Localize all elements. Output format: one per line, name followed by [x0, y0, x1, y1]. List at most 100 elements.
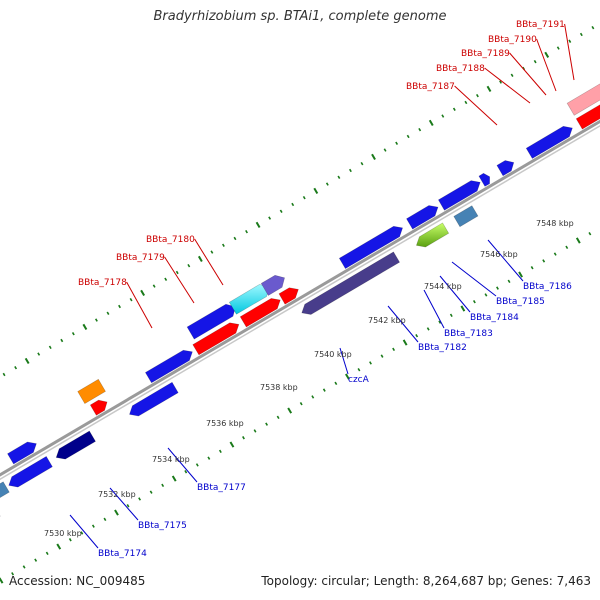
tick-mark-upper [71, 332, 75, 336]
tick-mark-lower [472, 300, 476, 304]
gene-arrow [478, 172, 491, 187]
gene-label-forward: BBta_7179 [116, 253, 165, 263]
tick-mark-lower [565, 245, 569, 250]
tick-mark-upper [140, 289, 146, 296]
tick-mark-lower [438, 320, 442, 324]
tick-mark-upper [210, 250, 214, 254]
tick-mark-upper [221, 243, 225, 247]
tick-mark-upper [348, 168, 352, 173]
tick-mark-lower [114, 509, 119, 516]
scale-label: 7538 kbp [260, 383, 298, 392]
tick-mark-lower [415, 334, 419, 338]
tick-mark-lower [56, 543, 62, 550]
gene-label-forward: BBta_7180 [146, 235, 195, 245]
tick-mark-upper [441, 114, 445, 118]
gene-label-reverse: BBta_7175 [138, 521, 187, 531]
callout-line [439, 275, 471, 313]
callout-line [451, 261, 497, 297]
tick-mark-lower [357, 368, 361, 372]
tick-mark-lower [588, 232, 592, 236]
gene-arrow [453, 205, 479, 228]
tick-mark-upper [187, 263, 191, 268]
tick-mark-lower [311, 395, 315, 399]
tick-mark-lower [530, 266, 534, 270]
tick-mark-lower [242, 436, 245, 440]
tick-mark-lower [334, 381, 338, 386]
callout-line [423, 289, 445, 329]
tick-mark-lower [484, 293, 488, 297]
gene-label-forward: BBta_7187 [406, 82, 455, 92]
tick-mark-lower [322, 388, 326, 392]
callout-line [339, 347, 349, 375]
tick-mark-lower [34, 558, 38, 562]
tick-mark-upper [428, 119, 434, 126]
gene-arrow [186, 303, 236, 340]
tick-mark-upper [291, 202, 295, 207]
callout-line [564, 23, 575, 81]
tick-mark-lower [402, 339, 408, 346]
scale-label: 7540 kbp [314, 350, 352, 359]
tick-mark-upper [24, 357, 30, 364]
gene-arrow [260, 274, 285, 296]
scale-label: 7530 kbp [44, 529, 82, 538]
tick-mark-upper [2, 372, 6, 377]
tick-mark-upper [129, 297, 133, 302]
callout-line [454, 85, 498, 126]
gene-label-reverse: BBta_7174 [98, 549, 147, 559]
gene-arrow [338, 225, 403, 270]
gene-arrow [192, 322, 240, 356]
callout-line [484, 67, 531, 104]
gene-arrow [55, 430, 96, 460]
gene-arrow [575, 104, 600, 130]
gene-arrow [525, 125, 573, 159]
tick-mark-lower [553, 252, 557, 256]
tick-mark-lower [507, 279, 511, 284]
tick-mark-lower [68, 538, 72, 542]
gene-label-reverse: BBta_7182 [418, 343, 467, 353]
tick-mark-upper [579, 32, 583, 37]
gene-arrow [566, 83, 600, 116]
scale-label: 7544 kbp [424, 282, 462, 291]
tick-mark-upper [510, 73, 514, 77]
tick-mark-upper [94, 318, 98, 322]
callout-line [126, 281, 153, 329]
gene-label-reverse: BBta_7183 [444, 329, 493, 339]
tick-mark-upper [255, 221, 261, 228]
backbone-line [0, 119, 600, 477]
tick-mark-lower [496, 286, 499, 290]
backbone-line-inner [0, 124, 600, 481]
scale-label: 7536 kbp [206, 419, 244, 428]
tick-mark-lower [518, 271, 523, 278]
tick-mark-upper [197, 255, 203, 262]
tick-mark-upper [486, 85, 492, 92]
tick-mark-lower [45, 551, 49, 556]
callout-line [487, 239, 524, 282]
tick-mark-lower [229, 441, 235, 448]
callout-line [536, 38, 557, 92]
gene-arrow [278, 287, 299, 305]
tick-mark-upper [371, 153, 376, 160]
tick-mark-upper [568, 39, 572, 43]
accession-text: Accession: NC_009485 [9, 574, 146, 588]
callout-line [387, 305, 419, 343]
gene-arrow [301, 251, 401, 315]
tick-mark-upper [337, 175, 341, 179]
tick-mark-lower [138, 497, 142, 501]
tick-mark-upper [279, 209, 283, 213]
tick-mark-lower [276, 415, 280, 420]
tick-mark-upper [164, 277, 168, 281]
tick-mark-upper [325, 182, 329, 186]
tick-mark-lower [426, 327, 430, 331]
tick-mark-upper [360, 161, 364, 166]
gene-arrow [144, 349, 193, 384]
tick-mark-lower [161, 483, 165, 488]
tick-mark-upper [106, 311, 110, 315]
scale-label: 7532 kbp [98, 490, 136, 499]
gene-arrow [77, 378, 106, 405]
genome-summary-text: Topology: circular; Length: 8,264,687 bp… [261, 574, 591, 588]
gene-arrow [496, 160, 515, 177]
tick-mark-upper [418, 127, 422, 132]
gene-label-reverse: BBta_7186 [523, 282, 572, 292]
